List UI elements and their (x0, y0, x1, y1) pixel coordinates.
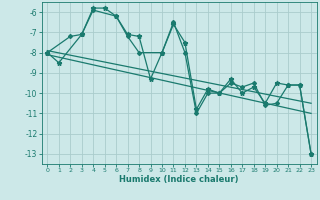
X-axis label: Humidex (Indice chaleur): Humidex (Indice chaleur) (119, 175, 239, 184)
